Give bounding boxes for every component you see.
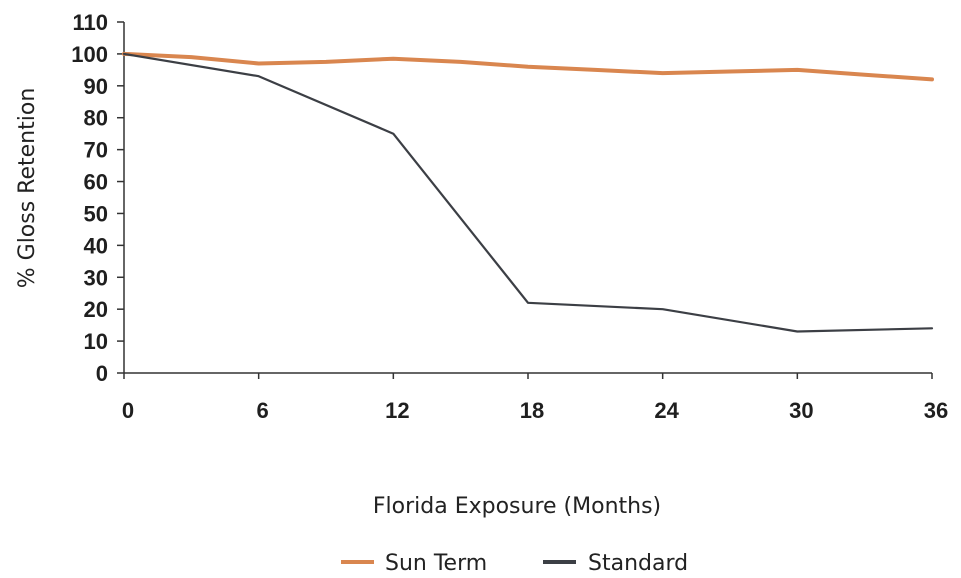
x-tick-label: 24 xyxy=(654,398,679,423)
y-axis-title: % Gloss Retention xyxy=(15,88,40,289)
y-tick-label: 10 xyxy=(84,329,108,354)
y-tick-label: 40 xyxy=(84,233,108,258)
x-tick-label: 36 xyxy=(924,398,948,423)
series-line-standard xyxy=(122,52,934,333)
y-tick-label: 80 xyxy=(84,106,108,131)
y-tick-label: 60 xyxy=(84,170,108,195)
x-tick-group: 0 6 12 18 24 30 36 xyxy=(122,373,948,423)
y-tick-label: 30 xyxy=(84,265,108,290)
y-tick-group: 0 10 20 30 40 50 60 70 80 90 100 110 xyxy=(71,10,124,386)
y-tick-label: 50 xyxy=(84,201,108,226)
y-tick-label: 0 xyxy=(96,361,108,386)
y-tick-label: 20 xyxy=(84,297,108,322)
y-tick-label: 110 xyxy=(73,10,109,35)
y-tick-label: 90 xyxy=(84,74,108,99)
y-tick-label: 100 xyxy=(71,42,108,67)
x-axis-title: Florida Exposure (Months) xyxy=(373,494,661,519)
legend-label-sun-term: Sun Term xyxy=(385,551,487,576)
series-group xyxy=(122,51,934,333)
y-tick-label: 70 xyxy=(84,138,108,163)
x-tick-label: 30 xyxy=(789,398,813,423)
x-tick-label: 12 xyxy=(385,398,409,423)
x-tick-label: 18 xyxy=(520,398,544,423)
series-line-sun-term xyxy=(122,51,934,82)
legend-label-standard: Standard xyxy=(588,551,688,576)
x-tick-label: 0 xyxy=(122,398,134,423)
x-tick-label: 6 xyxy=(257,398,269,423)
legend: Sun Term Standard xyxy=(341,551,688,576)
